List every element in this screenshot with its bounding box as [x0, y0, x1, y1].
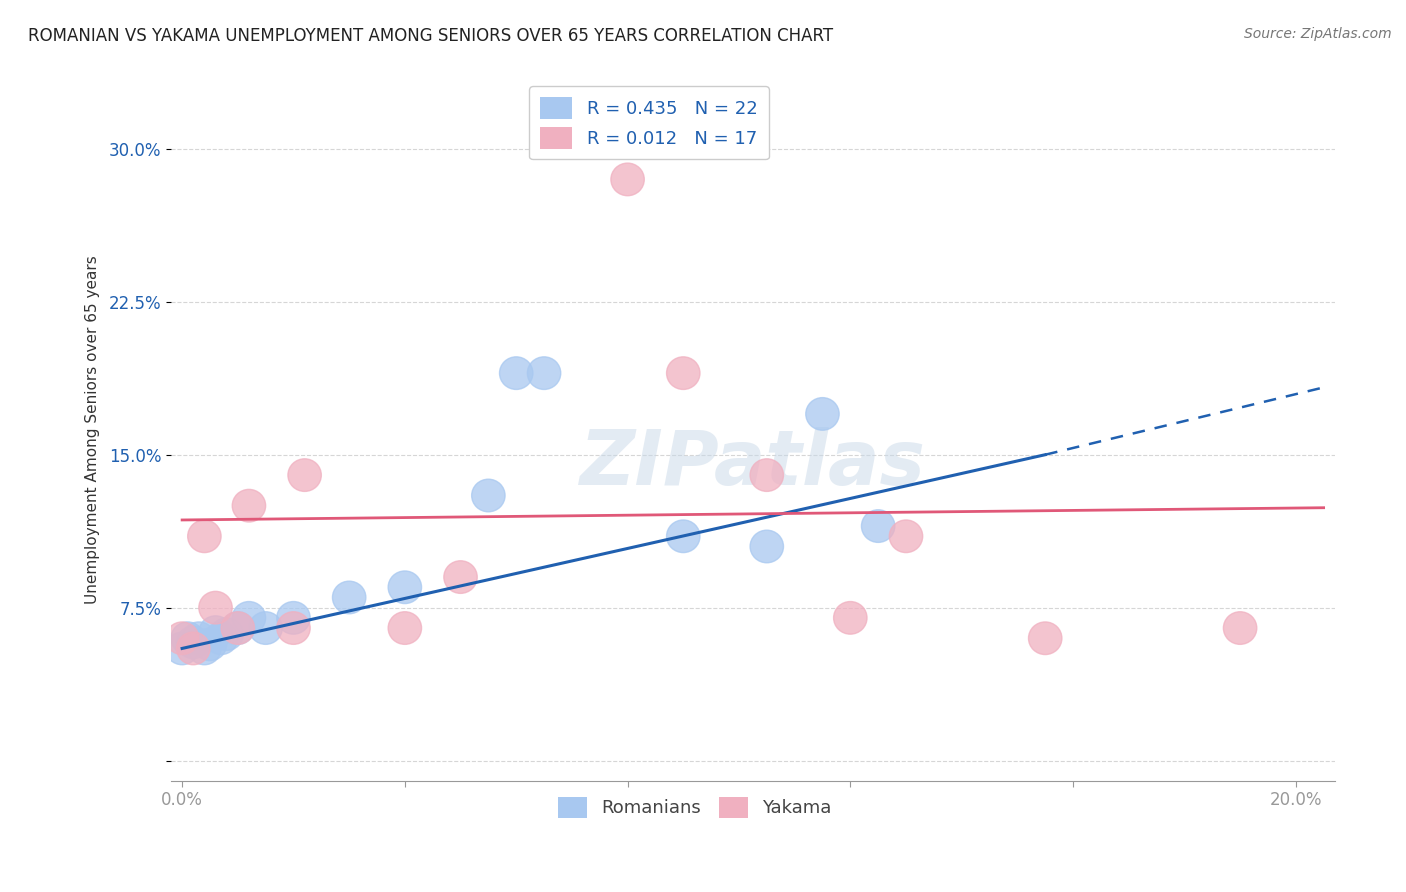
- Text: ROMANIAN VS YAKAMA UNEMPLOYMENT AMONG SENIORS OVER 65 YEARS CORRELATION CHART: ROMANIAN VS YAKAMA UNEMPLOYMENT AMONG SE…: [28, 27, 834, 45]
- Ellipse shape: [666, 357, 700, 390]
- Ellipse shape: [444, 561, 477, 593]
- Ellipse shape: [177, 626, 209, 658]
- Ellipse shape: [204, 622, 238, 655]
- Ellipse shape: [499, 357, 533, 390]
- Ellipse shape: [388, 571, 422, 604]
- Ellipse shape: [232, 601, 266, 634]
- Y-axis label: Unemployment Among Seniors over 65 years: Unemployment Among Seniors over 65 years: [86, 255, 100, 604]
- Legend: Romanians, Yakama: Romanians, Yakama: [551, 789, 839, 825]
- Ellipse shape: [277, 601, 311, 634]
- Ellipse shape: [862, 509, 894, 542]
- Ellipse shape: [166, 622, 198, 655]
- Ellipse shape: [221, 612, 254, 644]
- Ellipse shape: [183, 622, 215, 655]
- Ellipse shape: [889, 520, 922, 553]
- Ellipse shape: [527, 357, 561, 390]
- Ellipse shape: [172, 622, 204, 655]
- Ellipse shape: [288, 458, 322, 491]
- Ellipse shape: [610, 163, 644, 195]
- Text: Source: ZipAtlas.com: Source: ZipAtlas.com: [1244, 27, 1392, 41]
- Ellipse shape: [198, 615, 232, 648]
- Text: ZIPatlas: ZIPatlas: [579, 427, 927, 501]
- Ellipse shape: [177, 632, 209, 665]
- Ellipse shape: [1223, 612, 1257, 644]
- Ellipse shape: [198, 591, 232, 624]
- Ellipse shape: [277, 612, 311, 644]
- Ellipse shape: [1029, 622, 1062, 655]
- Ellipse shape: [749, 530, 783, 563]
- Ellipse shape: [187, 632, 221, 665]
- Ellipse shape: [166, 632, 198, 665]
- Ellipse shape: [209, 618, 243, 650]
- Ellipse shape: [187, 520, 221, 553]
- Ellipse shape: [834, 601, 868, 634]
- Ellipse shape: [388, 612, 422, 644]
- Ellipse shape: [806, 398, 839, 430]
- Ellipse shape: [193, 628, 226, 661]
- Ellipse shape: [332, 582, 366, 614]
- Ellipse shape: [249, 612, 283, 644]
- Ellipse shape: [471, 479, 505, 512]
- Ellipse shape: [232, 490, 266, 522]
- Ellipse shape: [666, 520, 700, 553]
- Ellipse shape: [749, 458, 783, 491]
- Ellipse shape: [221, 612, 254, 644]
